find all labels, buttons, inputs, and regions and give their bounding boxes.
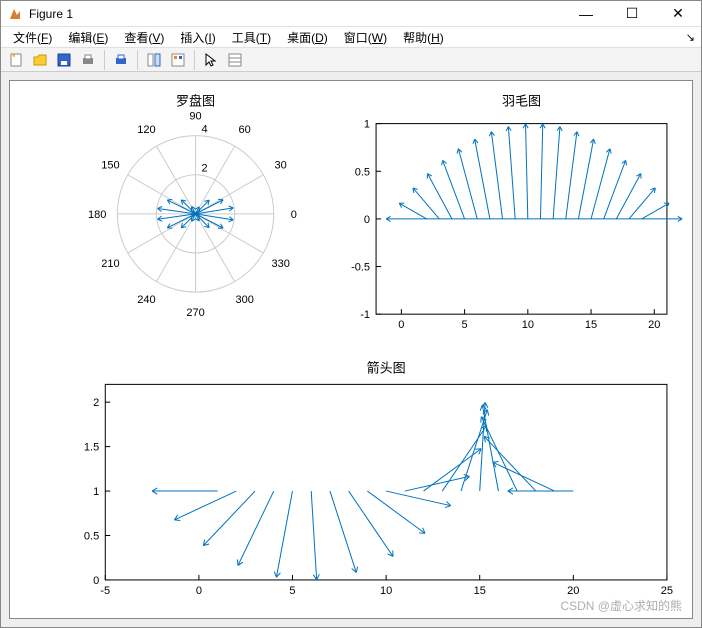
svg-text:-0.5: -0.5 — [351, 262, 370, 274]
svg-text:150: 150 — [101, 160, 119, 172]
svg-text:罗盘图: 罗盘图 — [176, 94, 215, 109]
matlab-icon — [7, 6, 23, 22]
toolbar-separator — [137, 50, 138, 70]
svg-text:10: 10 — [380, 585, 392, 597]
svg-text:0: 0 — [364, 214, 370, 226]
svg-text:30: 30 — [275, 160, 287, 172]
menu-t[interactable]: 工具(T) — [224, 29, 279, 46]
tool-data-cursor-icon[interactable] — [167, 49, 189, 71]
svg-text:120: 120 — [137, 124, 155, 136]
minimize-button[interactable]: — — [563, 1, 609, 26]
svg-text:4: 4 — [202, 124, 208, 136]
svg-text:2: 2 — [202, 163, 208, 175]
menu-d[interactable]: 桌面(D) — [279, 29, 336, 46]
svg-text:0: 0 — [398, 320, 404, 332]
svg-text:5: 5 — [462, 320, 468, 332]
figure-window: Figure 1 — ☐ ✕ 文件(F)编辑(E)查看(V)插入(I)工具(T)… — [0, 0, 702, 628]
menu-h[interactable]: 帮助(H) — [395, 29, 452, 46]
tool-print-fig-icon[interactable] — [110, 49, 132, 71]
svg-text:0: 0 — [196, 585, 202, 597]
svg-text:20: 20 — [567, 585, 579, 597]
svg-text:20: 20 — [648, 320, 660, 332]
window-title: Figure 1 — [29, 7, 563, 21]
menubar: 文件(F)编辑(E)查看(V)插入(I)工具(T)桌面(D)窗口(W)帮助(H)… — [1, 27, 701, 48]
svg-text:0.5: 0.5 — [355, 167, 370, 179]
svg-text:60: 60 — [239, 124, 251, 136]
tool-open-icon[interactable] — [29, 49, 51, 71]
svg-text:270: 270 — [186, 308, 204, 320]
close-button[interactable]: ✕ — [655, 1, 701, 26]
menu-e[interactable]: 编辑(E) — [60, 29, 116, 46]
figure-canvas: 罗盘图240306090120150180210240270300330羽毛图0… — [9, 80, 693, 619]
toolbar-separator — [104, 50, 105, 70]
svg-text:25: 25 — [661, 585, 673, 597]
window-controls: — ☐ ✕ — [563, 1, 701, 26]
svg-text:1: 1 — [364, 119, 370, 131]
svg-text:-5: -5 — [100, 585, 110, 597]
tool-print-icon[interactable] — [77, 49, 99, 71]
svg-text:180: 180 — [88, 209, 106, 221]
svg-text:10: 10 — [522, 320, 534, 332]
tool-properties-icon[interactable] — [224, 49, 246, 71]
tool-pointer-icon[interactable] — [200, 49, 222, 71]
menu-f[interactable]: 文件(F) — [5, 29, 60, 46]
toolbar — [1, 48, 701, 72]
svg-text:330: 330 — [271, 258, 289, 270]
svg-text:90: 90 — [189, 111, 201, 123]
maximize-button[interactable]: ☐ — [609, 1, 655, 26]
svg-text:箭头图: 箭头图 — [367, 361, 406, 376]
svg-text:240: 240 — [137, 294, 155, 306]
svg-text:15: 15 — [474, 585, 486, 597]
svg-text:210: 210 — [101, 258, 119, 270]
menu-v[interactable]: 查看(V) — [116, 29, 172, 46]
svg-text:0.5: 0.5 — [84, 531, 99, 543]
toolbar-separator — [194, 50, 195, 70]
svg-text:1: 1 — [93, 487, 99, 499]
menubar-overflow-icon[interactable]: ↘ — [686, 31, 695, 44]
figure-area: 罗盘图240306090120150180210240270300330羽毛图0… — [1, 72, 701, 627]
svg-text:1.5: 1.5 — [84, 442, 99, 454]
svg-text:5: 5 — [289, 585, 295, 597]
svg-text:0: 0 — [291, 209, 297, 221]
svg-text:-1: -1 — [360, 310, 370, 322]
menu-i[interactable]: 插入(I) — [172, 29, 223, 46]
svg-text:0: 0 — [93, 575, 99, 587]
menu-w[interactable]: 窗口(W) — [336, 29, 395, 46]
tool-save-icon[interactable] — [53, 49, 75, 71]
svg-text:300: 300 — [235, 294, 253, 306]
plots-svg: 罗盘图240306090120150180210240270300330羽毛图0… — [10, 81, 692, 618]
svg-text:15: 15 — [585, 320, 597, 332]
titlebar: Figure 1 — ☐ ✕ — [1, 1, 701, 27]
tool-link-icon[interactable] — [143, 49, 165, 71]
svg-text:2: 2 — [93, 398, 99, 410]
svg-text:羽毛图: 羽毛图 — [502, 94, 541, 109]
tool-new-icon[interactable] — [5, 49, 27, 71]
